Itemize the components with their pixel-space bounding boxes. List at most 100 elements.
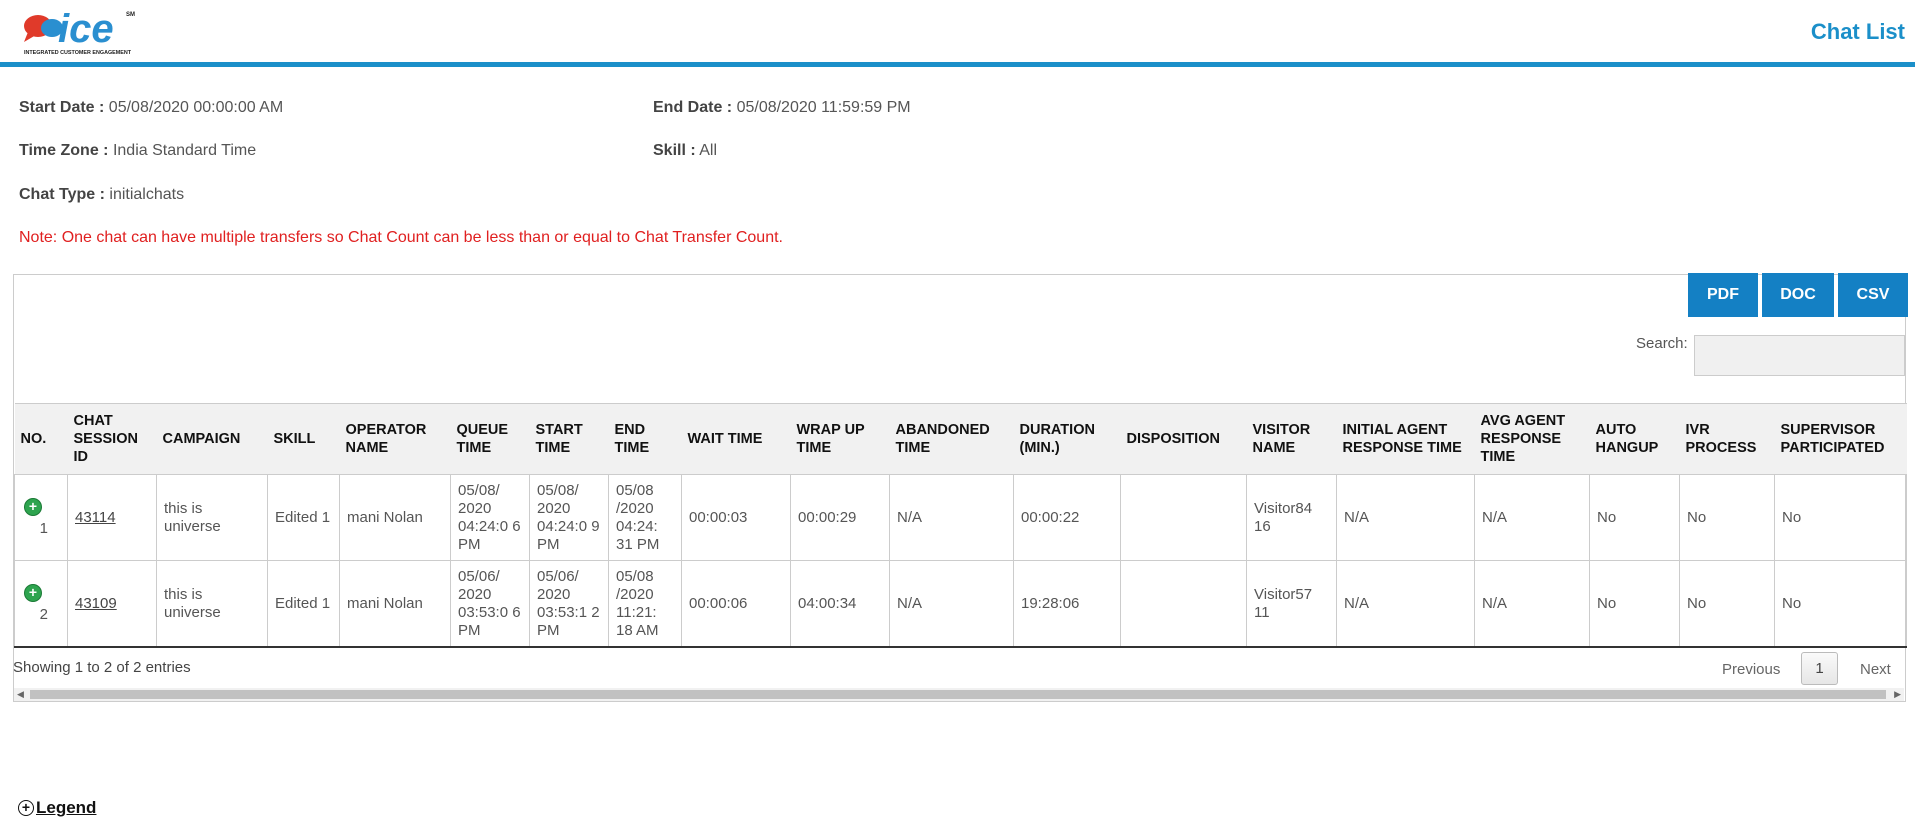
time-zone-label: Time Zone : <box>19 142 109 159</box>
table-cell: 05/06/ 2020 03:53:1 2 PM <box>529 560 609 648</box>
table-cell: Edited 1 <box>267 560 340 648</box>
table-cell: 00:00:06 <box>681 560 791 648</box>
table-cell: 05/08/ 2020 04:24:0 9 PM <box>529 474 609 561</box>
scrollbar-thumb[interactable] <box>30 690 1886 699</box>
start-date-value: 05/08/2020 00:00:00 AM <box>104 99 284 116</box>
table-cell: Edited 1 <box>267 474 340 561</box>
column-header[interactable]: NO. <box>14 403 68 475</box>
table-cell: N/A <box>889 474 1014 561</box>
column-header[interactable]: IVR PROCESS <box>1679 403 1775 475</box>
pdf-export-button[interactable]: PDF <box>1688 273 1758 317</box>
table-cell: 00:00:03 <box>681 474 791 561</box>
start-date: Start Date : 05/08/2020 00:00:00 AM <box>19 99 283 117</box>
skill-filter: Skill : All <box>653 142 717 160</box>
table-cell: N/A <box>1336 560 1475 648</box>
table-cell: 00:00:22 <box>1013 474 1121 561</box>
row-number: 1 <box>39 519 48 537</box>
page-1-button[interactable]: 1 <box>1801 652 1838 685</box>
table-cell: 05/06/ 2020 03:53:0 6 PM <box>450 560 530 648</box>
table-cell: No <box>1589 474 1680 561</box>
next-page-button[interactable]: Next <box>1860 661 1891 678</box>
table-cell: mani Nolan <box>339 474 451 561</box>
search-input[interactable] <box>1694 335 1905 376</box>
table-cell: No <box>1679 474 1775 561</box>
table-cell: No <box>1774 560 1907 648</box>
table-cell: N/A <box>1474 560 1590 648</box>
table-cell: 05/08 /2020 04:24: 31 PM <box>608 474 682 561</box>
column-header[interactable]: OPERATOR NAME <box>339 403 451 475</box>
table-cell: N/A <box>889 560 1014 648</box>
column-header[interactable]: AUTO HANGUP <box>1589 403 1680 475</box>
column-header[interactable]: INITIAL AGENT RESPONSE TIME <box>1336 403 1475 475</box>
doc-export-button[interactable]: DOC <box>1762 273 1834 317</box>
table-cell: Visitor84 16 <box>1246 474 1337 561</box>
chat-session-link[interactable]: 43109 <box>75 594 117 612</box>
table-cell: N/A <box>1336 474 1475 561</box>
table-cell: this is universe <box>156 560 268 648</box>
ice-logo: ice SM INTEGRATED CUSTOMER ENGAGEMENT <box>18 4 142 58</box>
svg-text:ice: ice <box>58 7 114 51</box>
horizontal-scrollbar[interactable]: ◀ ▶ <box>14 688 1904 701</box>
table-cell: No <box>1774 474 1907 561</box>
column-header[interactable]: SUPERVISOR PARTICIPATED <box>1774 403 1907 475</box>
expand-row-icon[interactable]: + <box>24 583 42 602</box>
skill-label: Skill : <box>653 142 696 159</box>
csv-export-button[interactable]: CSV <box>1838 273 1908 317</box>
row-number: 2 <box>39 605 48 623</box>
svg-text:INTEGRATED CUSTOMER ENGAGEMENT: INTEGRATED CUSTOMER ENGAGEMENT <box>24 50 132 56</box>
page-title: Chat List <box>1810 19 1905 44</box>
table-cell: 05/08/ 2020 04:24:0 6 PM <box>450 474 530 561</box>
table-cell: 19:28:06 <box>1013 560 1121 648</box>
column-header[interactable]: WRAP UP TIME <box>790 403 890 475</box>
legend-toggle[interactable]: + Legend <box>18 798 96 818</box>
table-row: +2 43109 this is universe Edited 1 mani … <box>14 560 1907 648</box>
column-header[interactable]: VISITOR NAME <box>1246 403 1337 475</box>
row-number-cell: +2 <box>14 560 68 648</box>
column-header[interactable]: CHAT SESSION ID <box>67 403 157 475</box>
table-cell <box>1120 560 1247 648</box>
column-header[interactable]: SKILL <box>267 403 340 475</box>
table-row: +1 43114 this is universe Edited 1 mani … <box>14 474 1907 561</box>
column-header[interactable]: AVG AGENT RESPONSE TIME <box>1474 403 1590 475</box>
column-header[interactable]: DURATION (MIN.) <box>1013 403 1121 475</box>
column-header[interactable]: DISPOSITION <box>1120 403 1247 475</box>
chat-type-label: Chat Type : <box>19 186 105 203</box>
table-cell: 43109 <box>67 560 157 648</box>
table-cell: 05/08 /2020 11:21: 18 AM <box>608 560 682 648</box>
chat-type: Chat Type : initialchats <box>19 186 184 204</box>
app-header: ice SM INTEGRATED CUSTOMER ENGAGEMENT Ch… <box>0 0 1915 67</box>
time-zone: Time Zone : India Standard Time <box>19 142 256 160</box>
transfer-note: Note: One chat can have multiple transfe… <box>19 229 783 246</box>
expand-row-icon[interactable]: + <box>24 497 42 516</box>
start-date-label: Start Date : <box>19 99 105 116</box>
column-header[interactable]: WAIT TIME <box>681 403 791 475</box>
time-zone-value: India Standard Time <box>108 142 257 159</box>
chat-session-link[interactable]: 43114 <box>75 508 116 526</box>
legend-label: Legend <box>36 798 97 817</box>
table-cell: this is universe <box>156 474 268 561</box>
column-header[interactable]: CAMPAIGN <box>156 403 268 475</box>
end-date-label: End Date : <box>653 99 733 116</box>
table-cell: mani Nolan <box>339 560 451 648</box>
table-cell: Visitor57 11 <box>1246 560 1337 648</box>
row-number-cell: +1 <box>14 474 68 561</box>
table-cell: 00:00:29 <box>790 474 890 561</box>
previous-page-button[interactable]: Previous <box>1722 661 1781 678</box>
column-header[interactable]: START TIME <box>529 403 609 475</box>
scroll-left-icon[interactable]: ◀ <box>17 689 24 699</box>
scroll-right-icon[interactable]: ▶ <box>1894 689 1901 699</box>
table-cell: 43114 <box>67 474 157 561</box>
column-header[interactable]: END TIME <box>608 403 682 475</box>
table-cell: No <box>1679 560 1775 648</box>
column-header[interactable]: QUEUE TIME <box>450 403 530 475</box>
table-header-row: NO. CHAT SESSION ID CAMPAIGN SKILL OPERA… <box>14 403 1907 475</box>
entries-info: Showing 1 to 2 of 2 entries <box>13 659 191 676</box>
column-header[interactable]: ABANDONED TIME <box>889 403 1014 475</box>
svg-text:SM: SM <box>126 12 135 18</box>
plus-circle-icon: + <box>18 800 34 816</box>
end-date-value: 05/08/2020 11:59:59 PM <box>732 99 911 116</box>
table-cell: 04:00:34 <box>790 560 890 648</box>
chat-type-value: initialchats <box>104 186 185 203</box>
table-cell <box>1120 474 1247 561</box>
end-date: End Date : 05/08/2020 11:59:59 PM <box>653 99 911 117</box>
